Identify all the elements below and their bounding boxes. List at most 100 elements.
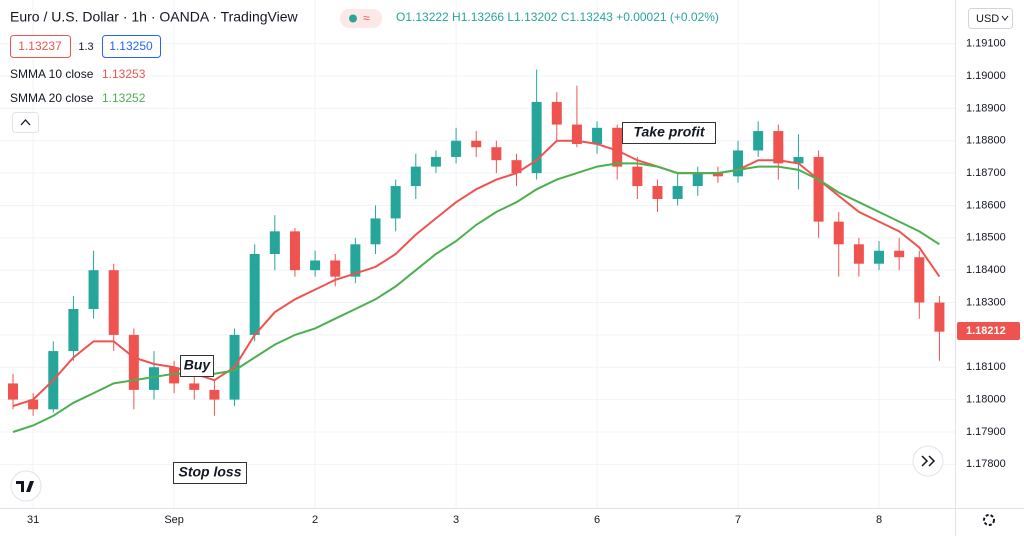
buy-price: 1.13250: [109, 39, 153, 53]
status-pill[interactable]: [340, 9, 382, 28]
last-price-label: 1.18212: [966, 325, 1006, 337]
candle-body: [934, 302, 945, 332]
candle-body: [914, 257, 925, 303]
annotation-box: [180, 355, 214, 377]
legend-value: 1.13253: [102, 67, 146, 81]
y-tick-label: 1.18500: [966, 232, 1006, 244]
currency-caret: [1001, 15, 1009, 21]
currency: USD: [976, 13, 999, 25]
last-price-box: [957, 322, 1020, 341]
grid: [0, 0, 955, 508]
logo-mark: [16, 481, 34, 492]
ohlc-values: O1.13222 H1.13266 L1.13202 C1.13243 +0.0…: [396, 10, 719, 24]
candle-body: [28, 399, 39, 410]
scroll-icon: [921, 455, 936, 467]
candle-body: [571, 124, 582, 144]
candle-body: [189, 383, 200, 390]
candle-body: [68, 309, 79, 352]
legend-value: 1.13252: [102, 91, 146, 105]
annotation-box: [622, 122, 716, 144]
x-tick-label: Sep: [164, 514, 184, 526]
x-tick-label: 3: [453, 514, 459, 526]
annotation: Stop loss: [178, 464, 241, 480]
candle-body: [692, 173, 703, 187]
status-icon: ≈: [363, 11, 370, 25]
candle-body: [491, 147, 502, 161]
smma-line: [12, 139, 941, 408]
candle-body: [894, 250, 905, 258]
logo[interactable]: [10, 470, 42, 502]
annotation: Buy: [184, 357, 212, 373]
candle-body: [390, 186, 401, 219]
candle-body: [813, 156, 824, 222]
y-tick-label: 1.18000: [966, 394, 1006, 406]
annotation: Take profit: [633, 124, 705, 140]
candle-body: [672, 186, 683, 199]
y-tick-label: 1.19000: [966, 70, 1006, 82]
candle-body: [853, 244, 864, 264]
candle-body: [733, 150, 744, 177]
candle-body: [310, 260, 321, 271]
candle-body: [88, 270, 99, 310]
y-tick-label: 1.18400: [966, 264, 1006, 276]
candle-body: [108, 270, 119, 335]
settings-button[interactable]: [983, 514, 995, 526]
candle-body: [169, 367, 180, 384]
sell-button[interactable]: [10, 35, 71, 58]
chart-title: Euro / U.S. Dollar · 1h · OANDA · Tradin…: [10, 9, 299, 25]
x-tick-label: 7: [735, 514, 741, 526]
y-tick-label: 1.17800: [966, 458, 1006, 470]
x-tick-label: 31: [27, 514, 39, 526]
smma-line: [12, 162, 940, 433]
candle-body: [249, 254, 260, 335]
candle-body: [148, 367, 159, 390]
candle-body: [874, 250, 885, 264]
candle-body: [511, 160, 522, 174]
plot: [8, 69, 945, 433]
candle-body: [592, 127, 603, 144]
y-tick-label: 1.18300: [966, 296, 1006, 308]
collapse-icon: [20, 119, 31, 126]
legend-name: SMMA 20 close: [10, 91, 94, 105]
candle-body: [612, 127, 623, 167]
candle-body: [209, 389, 220, 400]
candle-body: [833, 221, 844, 245]
y-tick-label: 1.17900: [966, 426, 1006, 438]
candle-body: [370, 218, 381, 245]
status-dot: [349, 14, 357, 23]
y-tick-label: 1.18700: [966, 167, 1006, 179]
x-tick-label: 8: [876, 514, 882, 526]
x-tick-label: 2: [312, 514, 318, 526]
y-tick-label: 1.18800: [966, 135, 1006, 147]
candle-body: [652, 186, 663, 199]
collapse-button[interactable]: [12, 112, 39, 133]
candle-body: [350, 244, 361, 277]
candle-body: [712, 173, 723, 177]
y-tick-label: 1.19100: [966, 38, 1006, 50]
y-tick-label: 1.18600: [966, 199, 1006, 211]
candle-body: [632, 166, 643, 187]
candle-body: [451, 140, 462, 157]
candle-body: [330, 260, 341, 277]
candle-body: [128, 334, 139, 390]
candle-body: [773, 131, 784, 164]
candle-body: [430, 156, 441, 167]
y-tick-label: 1.18100: [966, 361, 1006, 373]
spread: 1.3: [78, 41, 93, 53]
candle-body: [410, 166, 421, 187]
candle-body: [269, 231, 280, 254]
candle-body: [753, 131, 764, 151]
buy-button[interactable]: [102, 35, 161, 58]
currency-button[interactable]: [968, 8, 1013, 29]
y-tick-label: 1.18900: [966, 102, 1006, 114]
legend-name: SMMA 10 close: [10, 67, 94, 81]
candle-body: [8, 383, 18, 400]
annotation-box: [173, 462, 247, 484]
candle-body: [289, 231, 300, 271]
candle-body: [551, 101, 562, 125]
axes: 1.178001.179001.180001.181001.182001.183…: [27, 38, 1020, 526]
candle-body: [531, 101, 542, 174]
candle-body: [471, 140, 482, 148]
